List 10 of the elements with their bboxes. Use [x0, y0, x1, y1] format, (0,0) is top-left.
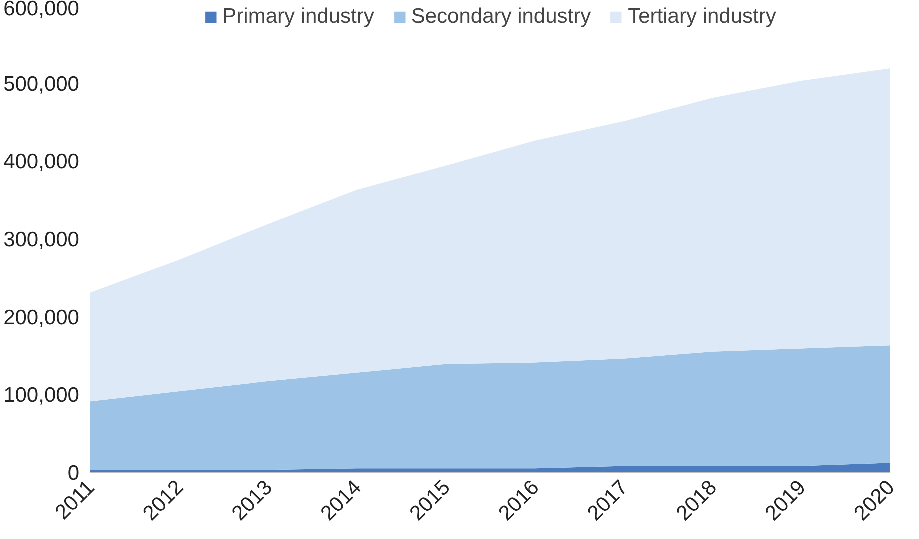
legend-label: Tertiary industry — [628, 5, 776, 29]
y-tick-label: 200,000 — [4, 306, 80, 330]
legend-label: Primary industry — [222, 5, 374, 29]
y-tick-label: 0 — [68, 462, 80, 485]
y-tick-label: 300,000 — [4, 228, 80, 252]
y-tick-label: 100,000 — [4, 384, 80, 408]
y-tick-label: 400,000 — [4, 150, 80, 174]
legend-label: Secondary industry — [411, 5, 592, 29]
y-tick-label: 600,000 — [4, 0, 80, 20]
y-tick-label: 500,000 — [4, 72, 80, 96]
